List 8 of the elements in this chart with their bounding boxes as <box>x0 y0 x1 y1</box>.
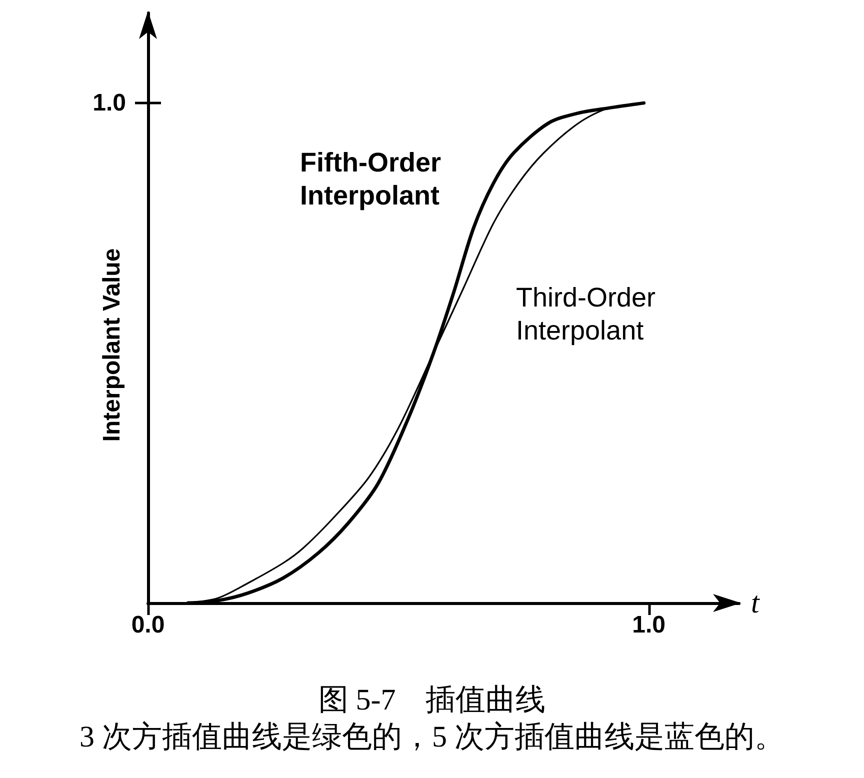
x-tick-label: 0.0 <box>131 612 165 638</box>
text: 3 次方插值曲线是绿色的，5 次方插值曲线是蓝色的。 <box>80 720 784 754</box>
text: 图 5-7 插值曲线 <box>318 684 546 716</box>
series-label: Fifth-Order Interpolant <box>300 148 448 210</box>
x-axis-title: t <box>751 586 760 620</box>
y-axis-title: Interpolant Value <box>98 248 126 442</box>
text: 1.0 <box>92 90 126 116</box>
series-label: Third-Order Interpolant <box>516 282 664 346</box>
